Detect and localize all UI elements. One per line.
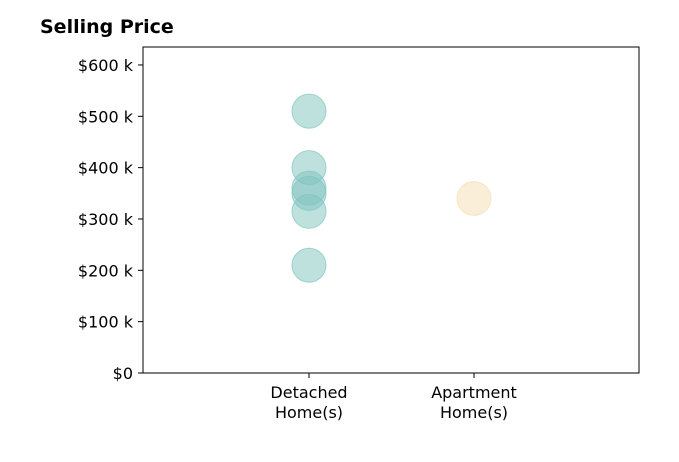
data-point bbox=[291, 93, 327, 129]
y-tick-label: $600 k bbox=[78, 56, 134, 75]
x-tick-label: Detached bbox=[270, 383, 347, 402]
y-tick-label: $0 bbox=[113, 364, 133, 383]
y-tick-label: $100 k bbox=[78, 313, 134, 332]
data-point bbox=[456, 180, 492, 216]
y-axis: $0 $100 k $200 k $300 k $400 k $500 k $600 k bbox=[78, 56, 143, 383]
chart-title: Selling Price bbox=[40, 16, 174, 38]
data-point bbox=[291, 150, 327, 186]
y-tick-label: $300 k bbox=[78, 210, 134, 229]
x-tick-label: Apartment bbox=[431, 383, 517, 402]
y-tick-label: $200 k bbox=[78, 261, 134, 280]
y-tick-label: $500 k bbox=[78, 107, 134, 126]
x-tick-label: Home(s) bbox=[440, 403, 508, 422]
plot-frame bbox=[142, 46, 640, 374]
y-tick-label: $400 k bbox=[78, 159, 134, 178]
x-tick-label: Home(s) bbox=[275, 403, 343, 422]
data-point bbox=[291, 247, 327, 283]
data-points bbox=[291, 93, 492, 283]
